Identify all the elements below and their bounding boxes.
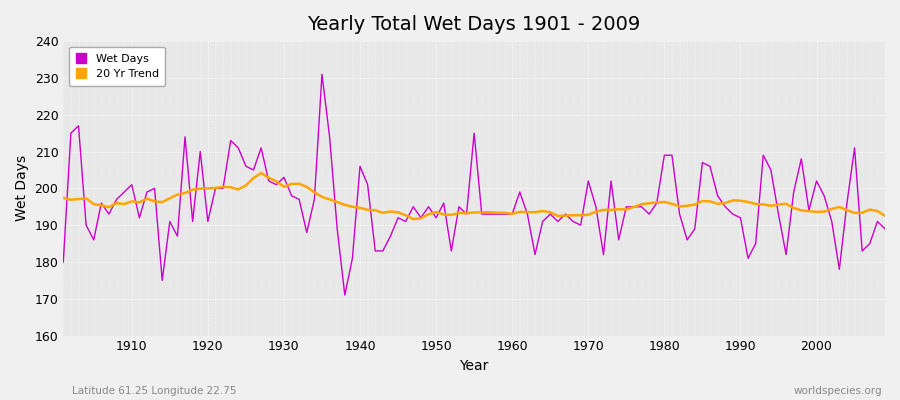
Title: Yearly Total Wet Days 1901 - 2009: Yearly Total Wet Days 1901 - 2009 <box>308 15 641 34</box>
Legend: Wet Days, 20 Yr Trend: Wet Days, 20 Yr Trend <box>68 47 166 86</box>
Text: worldspecies.org: worldspecies.org <box>794 386 882 396</box>
Y-axis label: Wet Days: Wet Days <box>15 155 29 222</box>
Text: Latitude 61.25 Longitude 22.75: Latitude 61.25 Longitude 22.75 <box>72 386 237 396</box>
X-axis label: Year: Year <box>460 359 489 373</box>
